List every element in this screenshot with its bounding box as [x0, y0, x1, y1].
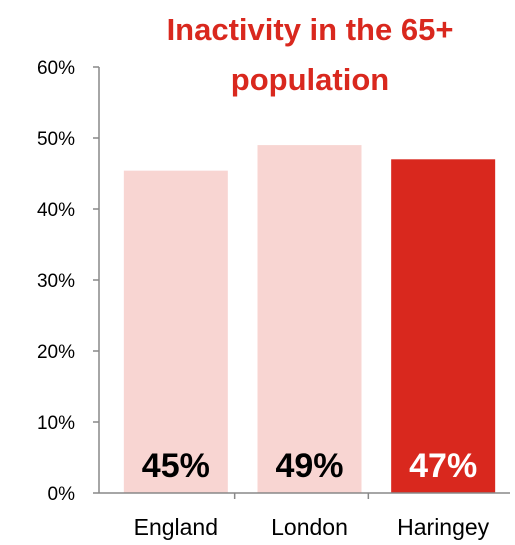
bar-england — [123, 170, 228, 493]
y-axis: 0% 10% 20% 30% 40% 50% 60% — [37, 58, 100, 505]
y-tick-label: 0% — [48, 484, 76, 505]
bar-haringey — [391, 159, 496, 494]
data-label: 49% — [275, 447, 343, 485]
y-tick-label: 40% — [37, 200, 75, 221]
data-label: 45% — [142, 447, 210, 485]
bars: 45% 49% 47% — [123, 145, 496, 494]
data-label: 47% — [409, 447, 477, 485]
chart-title-line: Inactivity in the 65+ — [167, 12, 454, 47]
chart-title: Inactivity in the 65+ population — [167, 12, 454, 97]
y-tick-label: 50% — [37, 129, 75, 150]
x-category-label: Haringey — [397, 514, 490, 540]
x-axis: England London Haringey — [99, 492, 510, 540]
y-tick-label: 10% — [37, 413, 75, 434]
x-category-label: London — [271, 514, 348, 540]
y-tick-label: 60% — [37, 58, 75, 79]
y-tick-label: 20% — [37, 342, 75, 363]
x-category-label: England — [134, 514, 218, 540]
chart-title-line: population — [231, 62, 389, 97]
y-tick-label: 30% — [37, 271, 75, 292]
bar-london — [257, 145, 362, 493]
